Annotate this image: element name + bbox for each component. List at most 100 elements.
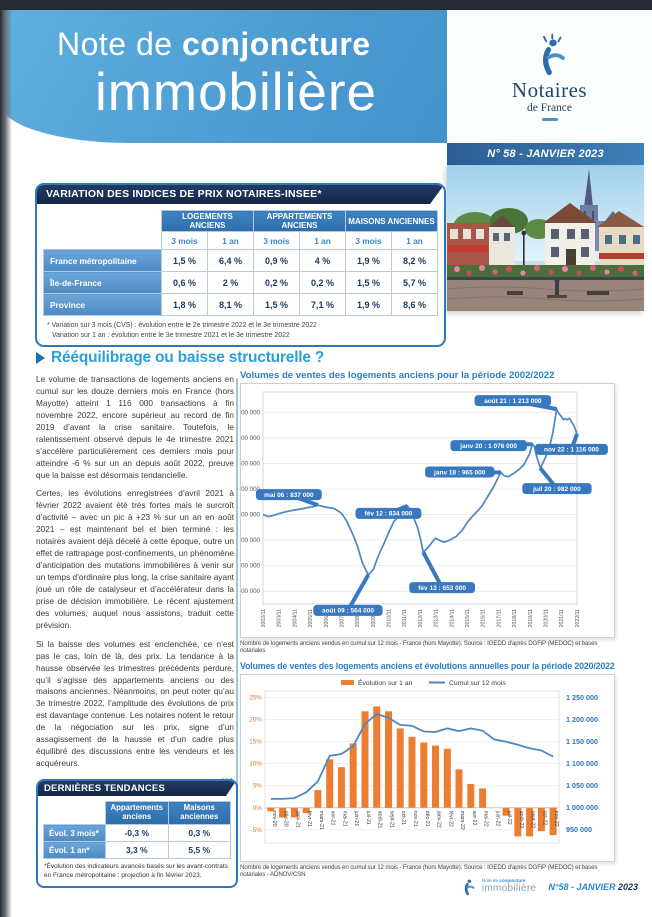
bar <box>549 807 557 836</box>
value-cell: 8,6 % <box>391 293 438 316</box>
svg-text:1 100 000: 1 100 000 <box>566 759 598 768</box>
svg-text:2013/11: 2013/11 <box>434 609 440 627</box>
svg-text:mai-21: mai-21 <box>341 811 347 827</box>
svg-text:0%: 0% <box>253 805 263 812</box>
svg-text:janv 18 : 965 000: janv 18 : 965 000 <box>433 469 486 476</box>
article-headline: Rééquilibrage ou baisse structurelle ? <box>36 349 324 367</box>
value-cell: 1,5 % <box>345 271 392 294</box>
svg-text:950 000: 950 000 <box>566 825 592 834</box>
value-cell: -0,3 % <box>105 824 169 842</box>
col-group-header: MAISONS ANCIENNES <box>345 210 438 232</box>
svg-text:800 000: 800 000 <box>241 512 261 519</box>
svg-text:2019/11: 2019/11 <box>528 609 534 627</box>
svg-text:2004/11: 2004/11 <box>292 609 298 627</box>
bar <box>302 807 310 814</box>
value-cell: 1,5 % <box>161 249 208 272</box>
chart-annotation <box>409 582 476 594</box>
svg-text:2018/11: 2018/11 <box>512 609 518 627</box>
chart-annotation <box>535 443 608 455</box>
svg-text:mars-22: mars-22 <box>459 811 465 830</box>
value-cell: 6,4 % <box>207 249 254 272</box>
table-corner <box>43 210 162 232</box>
value-cell: 4 % <box>299 249 346 272</box>
masthead-title-line2: immobilière <box>95 63 377 122</box>
footer-word-prefix: Note de <box>481 878 500 884</box>
chart2-canvas: 25% 20% 15% 10% 5% 0% -5% 1 250 000 1 200 000 1 1… <box>249 678 598 844</box>
value-cell: 8,1 % <box>207 293 254 316</box>
value-cell: 0,3 % <box>167 824 231 842</box>
svg-text:avr-22: avr-22 <box>471 811 477 826</box>
svg-text:2016/11: 2016/11 <box>481 609 487 627</box>
svg-text:janv 20 : 1 076 000: janv 20 : 1 076 000 <box>459 443 517 450</box>
chart2-x-labels: nov-20 déc-20 janv-21 févr-21 mars-21 avr-21 m… <box>271 810 559 830</box>
bar <box>537 807 545 832</box>
tendances-title: DERNIÈRES TENDANCES <box>38 781 236 796</box>
value-cell: 5,5 % <box>167 841 231 859</box>
subcol-header: 3 mois <box>345 231 392 250</box>
bar <box>514 807 522 837</box>
footer-issue-text: N°58 - JANVIER <box>548 881 618 892</box>
footer-word-immobiliere: immobilière <box>481 882 537 894</box>
svg-text:1 000 000: 1 000 000 <box>241 461 261 468</box>
svg-text:1 250 000: 1 250 000 <box>566 693 598 702</box>
svg-text:1 200 000: 1 200 000 <box>566 715 598 724</box>
table-corner <box>43 801 106 825</box>
price-index-card: VARIATION DES INDICES DE PRIX NOTAIRES-I… <box>35 183 446 348</box>
col-group-header: Maisons anciennes <box>167 801 231 825</box>
svg-text:juin-21: juin-21 <box>353 810 359 827</box>
svg-text:oct-22: oct-22 <box>541 811 547 826</box>
value-cell: 0,9 % <box>253 249 300 272</box>
bar <box>432 745 439 808</box>
footer-logo-glyph <box>464 879 475 896</box>
svg-text:juil-21: juil-21 <box>365 810 371 825</box>
value-cell: 1,9 % <box>345 249 392 272</box>
subcol-header: 3 mois <box>161 231 208 250</box>
svg-text:nov 22 : 1 116 000: nov 22 : 1 116 000 <box>544 447 599 454</box>
svg-text:2006/11: 2006/11 <box>324 609 330 627</box>
issue-badge: N° 58 - JANVIER 2023 <box>447 143 644 165</box>
svg-text:mai 06 : 837 000: mai 06 : 837 000 <box>264 492 314 499</box>
bar <box>326 759 334 808</box>
arrow-icon <box>36 352 45 364</box>
svg-text:sept-22: sept-22 <box>530 811 536 828</box>
svg-text:5%: 5% <box>253 783 263 790</box>
value-cell: 0,2 % <box>299 271 346 294</box>
svg-text:Évolution sur 1 an: Évolution sur 1 an <box>358 678 413 687</box>
bar <box>502 807 510 816</box>
svg-text:1 200 000: 1 200 000 <box>241 409 261 416</box>
svg-text:août-22: août-22 <box>518 811 524 829</box>
value-cell: 1,9 % <box>345 293 392 316</box>
svg-text:Cumul sur 12 mois: Cumul sur 12 mois <box>449 680 506 687</box>
svg-text:2008/11: 2008/11 <box>355 609 361 627</box>
town-photo-illustration <box>447 165 644 311</box>
row-label: Province <box>43 293 162 316</box>
svg-text:2002/11: 2002/11 <box>261 609 267 627</box>
chart1-volumes-2002-2022: 500 000 600 000 700 000 800 000 900 000 1 000… <box>232 383 615 638</box>
table-row: Évol. 3 mois* -0,3 % 0,3 % <box>43 824 231 842</box>
footer-word-bold: conjoncture <box>499 878 526 884</box>
svg-text:nov-22: nov-22 <box>553 811 559 827</box>
svg-text:20%: 20% <box>249 717 262 724</box>
article-headline-text: Rééquilibrage ou baisse structurelle ? <box>51 349 325 366</box>
footnote-1-an: Variation sur 1 an : évolution entre le … <box>52 331 290 339</box>
chart1-gridlines: 500 000 600 000 700 000 800 000 900 000 1 000… <box>232 391 578 605</box>
bar <box>290 807 298 818</box>
svg-text:2022/11: 2022/11 <box>575 609 581 627</box>
price-index-title: VARIATION DES INDICES DE PRIX NOTAIRES-I… <box>37 185 444 204</box>
svg-text:2014/11: 2014/11 <box>449 609 455 627</box>
bar <box>337 767 345 808</box>
chart2-volumes-evolutions-2020-2022: 25% 20% 15% 10% 5% 0% -5% 1 250 000 1 200 000 1 1… <box>240 674 615 862</box>
svg-text:1 050 000: 1 050 000 <box>566 781 598 790</box>
article-paragraph-2: Certes, les évolutions enregistrées d’av… <box>36 488 234 630</box>
svg-text:2011/11: 2011/11 <box>402 609 408 627</box>
svg-text:fév 12 : 834 000: fév 12 : 834 000 <box>365 511 413 518</box>
value-cell: 2 % <box>207 271 254 294</box>
value-cell: 1,8 % <box>161 293 208 316</box>
bar <box>526 807 534 837</box>
svg-text:15%: 15% <box>249 739 262 746</box>
svg-text:oct-21: oct-21 <box>400 811 406 826</box>
chart-annotation <box>474 395 552 407</box>
value-cell: 7,1 % <box>299 293 346 316</box>
row-label: France métropolitaine <box>43 249 162 272</box>
article-paragraph-3: Si la baisse des volumes est enclenchée,… <box>36 638 234 769</box>
